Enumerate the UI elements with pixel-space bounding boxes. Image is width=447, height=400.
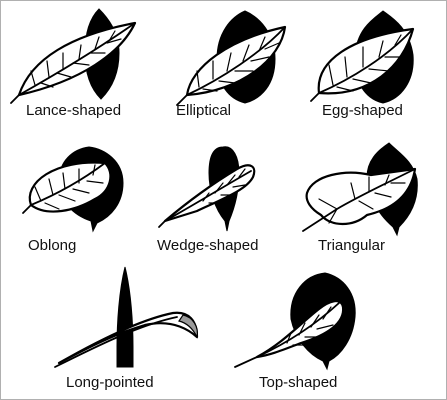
leaf-elliptical: Elliptical	[151, 1, 301, 126]
long-pointed-silhouette	[116, 266, 134, 368]
long-pointed-tip-shade	[178, 314, 198, 339]
oblong-veins	[34, 164, 104, 210]
leaf-lance-shaped: Lance-shaped	[1, 1, 151, 126]
egg-shaped-leaf-drawing	[310, 10, 415, 104]
top-shaped-label: Top-shaped	[259, 374, 338, 391]
leaf-long-pointed: Long-pointed	[51, 263, 221, 399]
elliptical-label: Elliptical	[176, 102, 232, 119]
egg-veins	[328, 34, 402, 92]
lance-midrib	[10, 22, 136, 104]
lance-shaped-label: Lance-shaped	[26, 102, 122, 119]
triangular-leaf-drawing	[302, 142, 418, 237]
long-pointed-midrib	[54, 316, 178, 368]
elliptical-veins	[196, 36, 280, 92]
triangular-label: Triangular	[318, 237, 385, 254]
wedge-shaped-leaf-drawing	[158, 146, 256, 232]
leaf-oblong: Oblong	[1, 131, 151, 261]
egg-shaped-label: Egg-shaped	[322, 102, 403, 119]
wedge-shaped-label: Wedge-shaped	[157, 237, 259, 254]
top-shaped-veins	[286, 306, 334, 346]
oblong-leaf-drawing	[22, 146, 124, 233]
long-pointed-leaf-drawing	[54, 266, 199, 368]
oblong-outline	[28, 161, 112, 213]
elliptical-midrib	[176, 26, 286, 106]
triangular-veins	[318, 174, 406, 224]
egg-midrib	[310, 28, 414, 102]
top-shaped-midrib	[234, 302, 340, 368]
wedge-veins	[202, 168, 246, 204]
leaf-wedge-shaped: Wedge-shaped	[151, 131, 301, 261]
long-pointed-label: Long-pointed	[66, 374, 154, 391]
leaf-egg-shaped: Egg-shaped	[301, 1, 447, 126]
top-shaped-outline	[255, 300, 345, 359]
oblong-midrib	[22, 162, 106, 214]
elliptical-leaf-drawing	[176, 10, 287, 106]
oblong-label: Oblong	[28, 237, 77, 254]
lance-shaped-leaf-drawing	[10, 8, 137, 104]
lance-veins	[30, 30, 122, 88]
top-shaped-leaf-drawing	[234, 272, 356, 371]
leaf-triangular: Triangular	[301, 131, 447, 261]
triangular-midrib	[302, 168, 416, 232]
leaf-top-shaped: Top-shaped	[231, 263, 381, 399]
